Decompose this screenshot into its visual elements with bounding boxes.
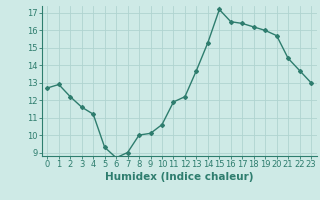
X-axis label: Humidex (Indice chaleur): Humidex (Indice chaleur) [105,172,253,182]
